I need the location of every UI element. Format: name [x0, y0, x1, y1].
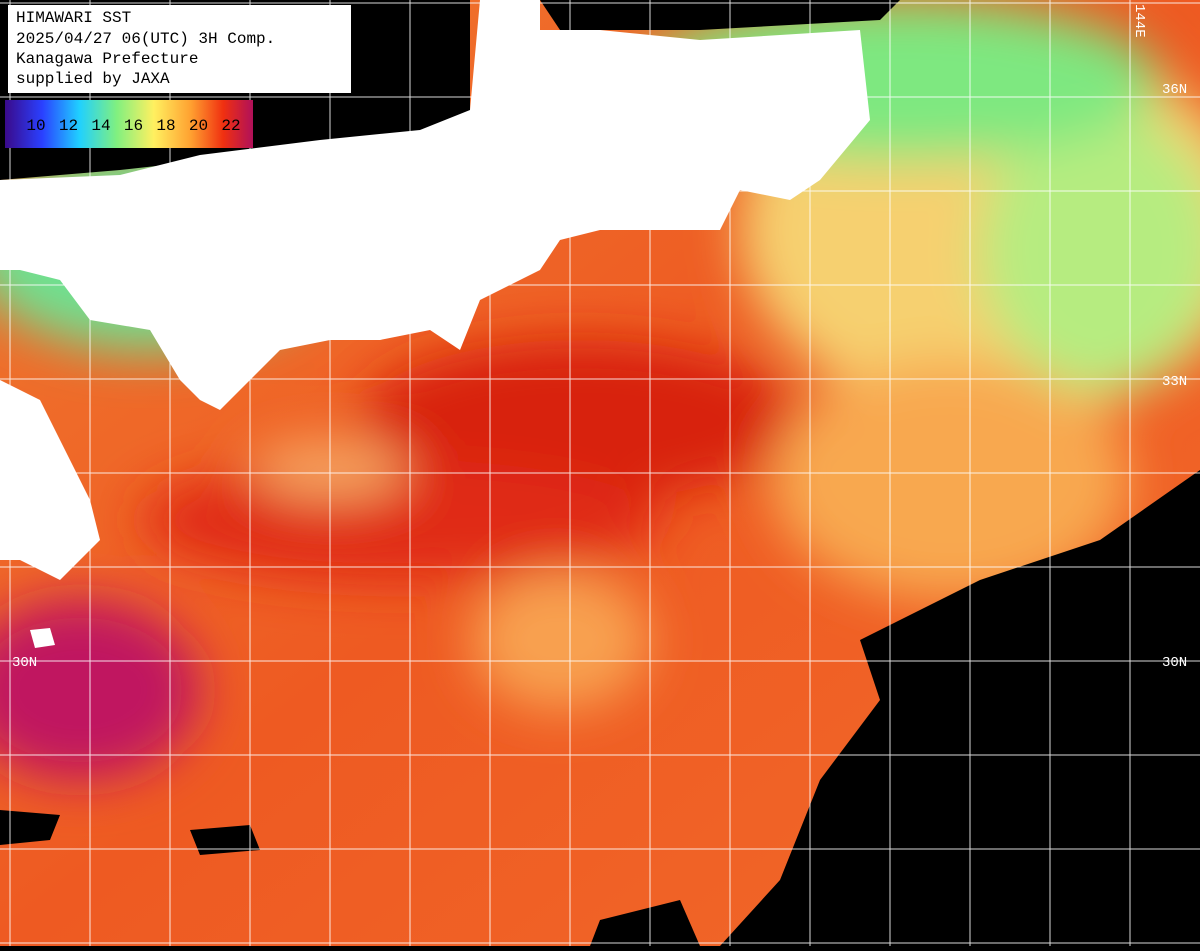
- header-box: HIMAWARI SST 2025/04/27 06(UTC) 3H Comp.…: [8, 5, 351, 93]
- legend-tick-label: 12: [59, 117, 78, 135]
- land: [0, 0, 870, 648]
- longitude-label: 136E: [489, 4, 505, 38]
- latitude-label: 30N: [12, 655, 37, 671]
- latitude-label: 33N: [1162, 374, 1187, 390]
- header-line: Kanagawa Prefecture: [16, 50, 198, 68]
- legend-tick-label: 22: [221, 117, 240, 135]
- latitude-label: 36N: [1162, 82, 1187, 98]
- longitude-label: 144E: [1131, 4, 1147, 38]
- color-legend: 10 12 14 16 18 20 22: [5, 100, 253, 148]
- latitude-label: 30N: [1162, 655, 1187, 671]
- legend-tick-label: 10: [26, 117, 45, 135]
- legend-tick-label: 14: [91, 117, 110, 135]
- legend-tick-label: 20: [189, 117, 208, 135]
- header-line: 2025/04/27 06(UTC) 3H Comp.: [16, 30, 275, 48]
- legend-tick-label: 16: [124, 117, 143, 135]
- grid-labels: 136E 144E 36N 33N 30N 30N: [12, 4, 1187, 671]
- header-line: HIMAWARI SST: [16, 9, 131, 27]
- legend-tick-label: 18: [156, 117, 175, 135]
- header-line: supplied by JAXA: [16, 70, 170, 88]
